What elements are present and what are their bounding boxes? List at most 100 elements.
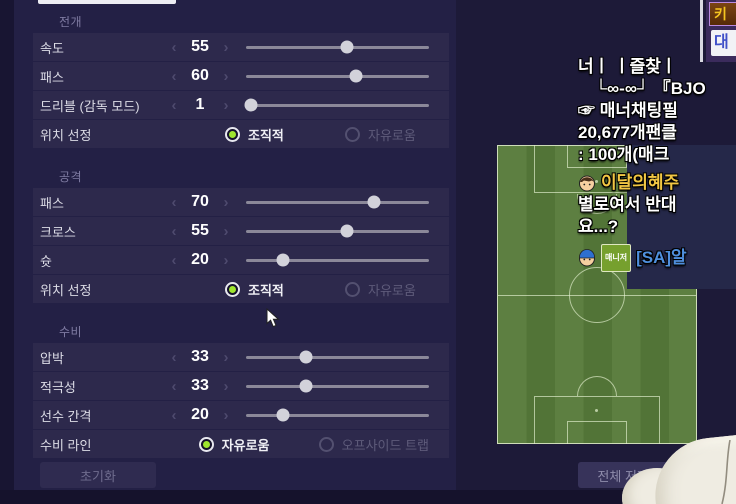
increase-chevron-icon[interactable]: ›	[223, 222, 229, 240]
chat-line: 이달의혜주	[578, 172, 736, 194]
radio-option[interactable]: 조직적	[225, 125, 345, 144]
setting-label: 압박	[40, 350, 64, 366]
radio-button[interactable]	[318, 436, 334, 452]
slider-track[interactable]	[246, 379, 429, 393]
slider-track[interactable]	[246, 408, 429, 422]
radio-option-label: 자유로움	[368, 282, 416, 298]
chat-text: : 100개(매크	[578, 145, 670, 164]
chat-overlay: 너ㅣ ㅣ즐찾ㅣ └∞-∞┘ 『BJO ☞ 매너채팅필 20,677개팬클: 100개(…	[578, 56, 736, 272]
setting-value: 55	[191, 222, 209, 239]
radio-option[interactable]: 자유로움	[198, 435, 319, 454]
radio-option[interactable]: 조직적	[225, 280, 345, 299]
setting-label: 슛	[40, 253, 52, 269]
setting-value: 20	[191, 251, 209, 268]
radio-option[interactable]: 자유로움	[345, 125, 416, 144]
chat-text: [SA]알	[636, 248, 687, 267]
goal-box-bottom	[567, 421, 627, 444]
decrease-chevron-icon[interactable]: ‹	[171, 67, 177, 85]
radio-option-label: 오프사이드 트랩	[341, 437, 429, 453]
boy-face-icon	[578, 174, 596, 192]
radio-group: 자유로움 오프사이드 트랩	[198, 435, 429, 454]
slider-thumb[interactable]	[340, 40, 354, 54]
setting-label: 적극성	[40, 379, 76, 395]
increase-chevron-icon[interactable]: ›	[223, 96, 229, 114]
increase-chevron-icon[interactable]: ›	[223, 251, 229, 269]
radio-button[interactable]	[198, 436, 214, 452]
radio-option-label: 자유로움	[368, 127, 416, 143]
increase-chevron-icon[interactable]: ›	[223, 406, 229, 424]
settings-sections: 전개 속도 ‹ 55 › 패스 ‹ 60 › 드리블 (감독 모드) ‹ 1 › 위치 선정 조직적 자유로움…	[14, 0, 449, 458]
setting-label: 선수 간격	[40, 408, 92, 424]
chat-line: : 100개(매크	[578, 144, 736, 166]
slider-thumb[interactable]	[367, 195, 381, 209]
radio-button[interactable]	[225, 126, 240, 142]
radio-dot	[229, 285, 236, 293]
setting-label: 속도	[40, 40, 64, 56]
chat-text: 20,677개팬클	[578, 123, 677, 142]
radio-button[interactable]	[345, 281, 360, 297]
increase-chevron-icon[interactable]: ›	[223, 193, 229, 211]
radio-option-label: 조직적	[248, 282, 284, 298]
setting-row: 드리블 (감독 모드) ‹ 1 ›	[33, 91, 449, 119]
slider-track[interactable]	[246, 40, 429, 54]
penalty-arc-bottom	[577, 376, 617, 396]
decrease-chevron-icon[interactable]: ‹	[171, 251, 177, 269]
setting-label: 위치 선정	[40, 127, 92, 143]
decrease-chevron-icon[interactable]: ‹	[171, 406, 177, 424]
slider-thumb[interactable]	[349, 69, 363, 83]
slider-track[interactable]	[244, 98, 429, 112]
chat-line: 20,677개팬클	[578, 122, 736, 144]
decrease-chevron-icon[interactable]: ‹	[171, 222, 177, 240]
setting-label: 패스	[40, 195, 64, 211]
reset-button[interactable]: 초기화	[40, 462, 156, 488]
increase-chevron-icon[interactable]: ›	[223, 348, 229, 366]
setting-value: 33	[191, 377, 209, 394]
slider-track[interactable]	[246, 224, 429, 238]
radio-button[interactable]	[345, 126, 360, 142]
slider-track[interactable]	[246, 253, 429, 267]
setting-value: 20	[191, 406, 209, 423]
chat-line: ☞ 매너채팅필	[578, 100, 736, 122]
slider-thumb[interactable]	[299, 379, 313, 393]
slider-thumb[interactable]	[244, 98, 258, 112]
slider-thumb[interactable]	[299, 350, 313, 364]
decrease-chevron-icon[interactable]: ‹	[171, 377, 177, 395]
increase-chevron-icon[interactable]: ›	[223, 377, 229, 395]
radio-option[interactable]: 오프사이드 트랩	[318, 435, 429, 454]
decrease-chevron-icon[interactable]: ‹	[171, 348, 177, 366]
slider-track[interactable]	[246, 69, 429, 83]
decrease-chevron-icon[interactable]: ‹	[171, 96, 177, 114]
decrease-chevron-icon[interactable]: ‹	[171, 38, 177, 56]
setting-row: 패스 ‹ 70 ›	[33, 188, 449, 216]
radio-group: 조직적 자유로움	[225, 125, 416, 144]
setting-value: 60	[191, 67, 209, 84]
increase-chevron-icon[interactable]: ›	[223, 38, 229, 56]
increase-chevron-icon[interactable]: ›	[223, 67, 229, 85]
setting-row: 선수 간격 ‹ 20 ›	[33, 401, 449, 429]
slider-thumb[interactable]	[276, 408, 290, 422]
section-title: 수비	[59, 325, 83, 339]
setting-row: 적극성 ‹ 33 ›	[33, 372, 449, 400]
chat-text: 별로여서 반대	[578, 195, 677, 214]
setting-label: 크로스	[40, 224, 76, 240]
boy-cap-face-icon	[578, 249, 596, 267]
setting-row: 수비 라인 자유로움 오프사이드 트랩	[33, 430, 449, 458]
penalty-spot-top	[595, 180, 598, 183]
radio-option[interactable]: 자유로움	[345, 280, 416, 299]
slider-thumb[interactable]	[340, 224, 354, 238]
slider-track[interactable]	[246, 195, 429, 209]
slider-track[interactable]	[246, 350, 429, 364]
active-tab-indicator	[38, 0, 176, 4]
chat-text: 너ㅣ ㅣ즐찾ㅣ	[578, 57, 677, 76]
slider-thumb[interactable]	[276, 253, 290, 267]
setting-label: 수비 라인	[40, 437, 92, 453]
chat-text: ☞ 매너채팅필	[578, 101, 678, 120]
divider-line	[700, 0, 703, 62]
radio-group: 조직적 자유로움	[225, 280, 416, 299]
radio-button[interactable]	[225, 281, 240, 297]
setting-value: 1	[195, 96, 205, 113]
radio-dot	[202, 440, 210, 448]
decrease-chevron-icon[interactable]: ‹	[171, 193, 177, 211]
setting-label: 위치 선정	[40, 282, 92, 298]
